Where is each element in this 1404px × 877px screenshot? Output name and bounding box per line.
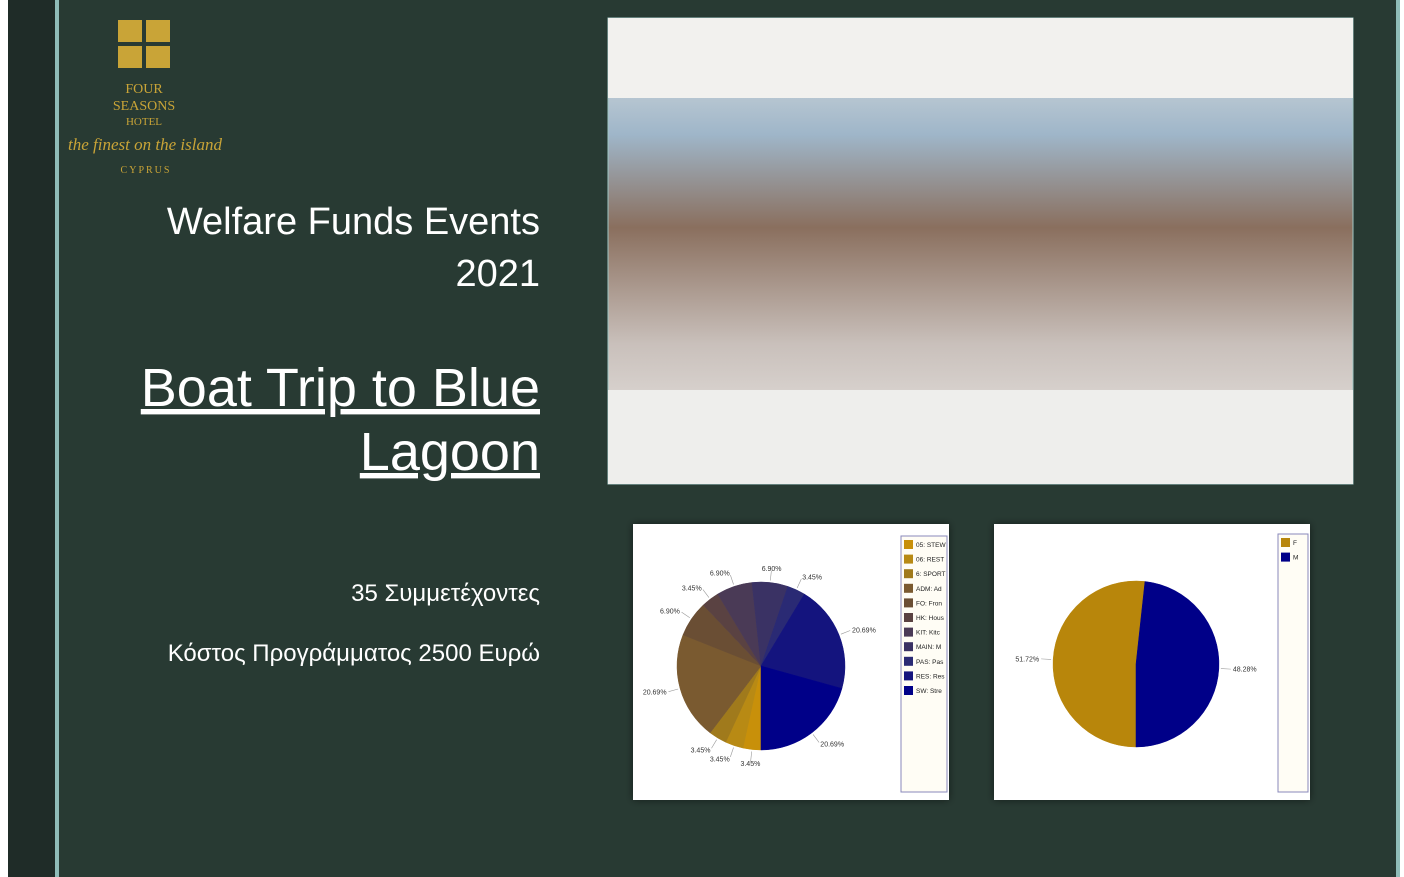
value-label: 6.90% [710,571,730,578]
legend-swatch [904,657,913,666]
legend-swatch [904,569,913,578]
value-label: 3.45% [710,756,730,763]
subtitle: Boat Trip to Blue [141,358,540,418]
legend-swatch [904,613,913,622]
title: 2021 [455,253,540,295]
legend-swatch [1281,553,1290,562]
legend-label: 6: SPORT [916,571,946,578]
legend-label: ADM: Ad [916,586,942,593]
side-strip [8,0,55,877]
right-margin [1400,0,1404,877]
legend-label: 06: REST [916,557,944,564]
value-label: 20.69% [852,627,876,634]
logo-tile [146,46,170,68]
legend-label: RES: Res [916,673,945,680]
legend-swatch [904,584,913,593]
divider [55,0,59,877]
left-edge [0,0,8,877]
logo-brand: FOUR [125,82,163,97]
logo-location: CYPRUS [121,165,172,176]
legend-label: FO: Fron [916,600,942,607]
value-label: 6.90% [762,566,782,573]
right-edge [1396,0,1400,877]
detail: Κόστος Προγράμματος 2500 Ευρώ [168,640,540,667]
legend-swatch [904,628,913,637]
logo-tile [118,46,142,68]
title: Welfare Funds Events [167,201,540,243]
logo-tile [146,20,170,42]
page: FOUR SEASONS HOTEL the finest on the isl… [0,0,1404,877]
legend-label: SW: Stre [916,688,942,695]
legend-swatch [904,686,913,695]
legend-swatch [904,671,913,680]
value-label: 20.69% [820,742,844,749]
logo-brand: SEASONS [113,99,175,114]
value-label: 3.45% [740,761,760,768]
legend-swatch [904,642,913,651]
detail: 35 Συμμετέχοντες [351,580,540,607]
legend-swatch [904,555,913,564]
slide: FOUR SEASONS HOTEL the finest on the isl… [0,0,1404,877]
legend-label: F [1293,540,1297,547]
legend-label: KIT: Kitc [916,630,941,637]
value-label: 6.90% [660,609,680,616]
logo-tagline: the finest on the island [68,135,222,154]
legend-label: 05: STEW [916,542,946,549]
value-label: 3.45% [802,575,822,582]
logo-kind: HOTEL [126,116,162,128]
value-label: 51.72% [1015,656,1039,663]
photo [608,18,1353,484]
legend-swatch [904,598,913,607]
legend-swatch [904,540,913,549]
value-label: 20.69% [643,690,667,697]
photo-boat [608,390,1353,484]
legend-label: MAIN: M [916,644,941,651]
legend-label: HK: Hous [916,615,945,622]
value-label: 3.45% [682,585,702,592]
legend-swatch [1281,538,1290,547]
logo-tile [118,20,142,42]
value-label: 3.45% [691,747,711,754]
legend-label: M [1293,555,1298,562]
legend-box [1278,534,1308,792]
legend-label: PAS: Pas [916,659,944,666]
value-label: 48.28% [1233,667,1257,674]
subtitle: Lagoon [360,422,540,482]
photo-canopy [608,18,1353,98]
